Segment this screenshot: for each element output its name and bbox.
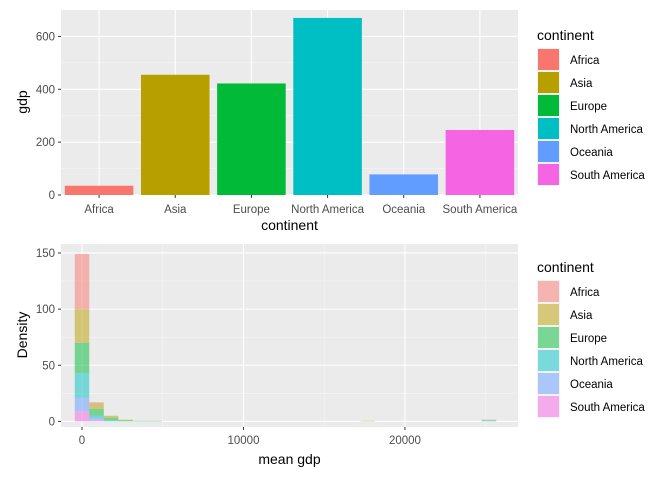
histogram-bin-south-america xyxy=(74,411,90,422)
histogram-chart-legend-swatch-north-america xyxy=(538,350,559,371)
histogram-chart-legend-label: Africa xyxy=(570,287,600,299)
histogram-bin-north-america xyxy=(89,415,104,419)
bar-chart-x-ticks: Africa Asia Europe North America Oceania Sout… xyxy=(84,195,518,216)
bar-chart-legend-label: Oceania xyxy=(570,147,613,159)
histogram-chart-legend-swatch-south-america xyxy=(538,396,559,417)
bar-chart-x-tick-label: Africa xyxy=(84,204,114,216)
histogram-bin-asia xyxy=(118,419,133,421)
histogram-chart-y-tick-label: 150 xyxy=(36,248,55,260)
bar-africa xyxy=(64,185,134,195)
histogram-bin-oceania xyxy=(74,397,90,412)
histogram-chart-legend-swatch-africa xyxy=(538,281,559,302)
histogram-bin-europe xyxy=(147,420,162,422)
histogram-chart-legend-label: South America xyxy=(570,402,645,414)
bar-chart-legend-label: North America xyxy=(570,124,643,136)
histogram-chart-legend-label: Europe xyxy=(570,333,607,345)
histogram-chart-bars xyxy=(74,254,497,422)
bar-chart-legend-swatch-south-america xyxy=(538,164,559,185)
bar-chart-legend-swatch-north-america xyxy=(538,118,559,139)
bar-oceania xyxy=(369,174,439,195)
bar-chart-x-tick-label: Europe xyxy=(233,204,270,216)
histogram-chart-y-tick-label: 50 xyxy=(42,360,55,372)
histogram-bin-north-america xyxy=(103,420,119,422)
bar-south-america xyxy=(445,129,515,195)
histogram-bin-europe xyxy=(118,420,133,422)
bar-chart-legend-swatch-europe xyxy=(538,95,559,116)
histogram-chart-y-tick-label: 0 xyxy=(49,416,55,428)
bar-chart-x-tick-label: Oceania xyxy=(382,204,425,216)
bar-chart-legend-label: Africa xyxy=(570,55,600,67)
bar-chart-legend-title: continent xyxy=(537,27,594,43)
histogram-chart-x-tick-label: 20000 xyxy=(389,435,421,447)
histogram-chart-y-tick-label: 100 xyxy=(36,304,55,316)
bar-chart-x-tick-label: Asia xyxy=(164,204,187,216)
histogram-chart-legend-title: continent xyxy=(537,259,594,275)
histogram-chart-legend: continent Africa Asia Europe North America O… xyxy=(537,259,645,418)
bar-chart: 0 200 400 600 Africa Asia Europe North America… xyxy=(14,10,645,233)
bar-north-america xyxy=(293,17,362,195)
bar-chart-legend-swatch-oceania xyxy=(538,141,559,162)
histogram-chart-x-axis-title: mean gdp xyxy=(258,451,320,467)
bar-chart-bars xyxy=(64,17,515,195)
histogram-chart-legend-label: Asia xyxy=(570,310,593,322)
bar-chart-y-tick-label: 600 xyxy=(36,31,55,43)
bar-chart-legend-swatch-africa xyxy=(538,49,559,70)
histogram-chart: 0 50 100 150 0 10000 20000 mean gdp Density c… xyxy=(14,244,645,467)
histogram-chart-legend-swatch-oceania xyxy=(538,373,559,394)
histogram-chart-legend-label: Oceania xyxy=(570,379,613,391)
bar-chart-y-tick-label: 200 xyxy=(36,137,55,149)
bar-chart-y-ticks: 0 200 400 600 xyxy=(36,31,61,202)
bar-chart-x-tick-label: North America xyxy=(291,204,364,216)
histogram-bin-asia xyxy=(89,403,104,410)
histogram-chart-legend-swatch-asia xyxy=(538,304,559,325)
histogram-bin-africa xyxy=(89,402,104,404)
bar-chart-y-tick-label: 0 xyxy=(49,190,55,202)
bar-chart-y-axis-title: gdp xyxy=(14,90,30,114)
bar-europe xyxy=(217,83,286,195)
histogram-chart-x-ticks: 0 10000 20000 xyxy=(79,427,421,447)
bar-chart-legend: continent Africa Asia Europe North America O… xyxy=(537,27,645,186)
histogram-bin-asia xyxy=(74,309,90,343)
bar-chart-legend-label: South America xyxy=(570,170,645,182)
bar-chart-legend-label: Asia xyxy=(570,78,593,90)
histogram-bin-oceania xyxy=(89,418,104,421)
bar-chart-legend-swatch-asia xyxy=(538,72,559,93)
histogram-bin-north-america xyxy=(481,420,497,422)
histogram-chart-x-tick-label: 10000 xyxy=(227,435,259,447)
histogram-chart-y-ticks: 0 50 100 150 xyxy=(36,248,61,428)
histogram-bin-asia xyxy=(481,419,497,421)
histogram-bin-europe xyxy=(89,409,104,416)
histogram-bin-europe xyxy=(74,342,90,374)
histogram-bin-north-america xyxy=(74,373,90,398)
histogram-bin-europe xyxy=(103,418,119,421)
bar-asia xyxy=(140,74,210,195)
bar-chart-x-axis-title: continent xyxy=(261,217,318,233)
histogram-bin-asia xyxy=(360,420,376,422)
bar-chart-x-tick-label: South America xyxy=(443,204,518,216)
histogram-chart-y-axis-title: Density xyxy=(14,312,30,359)
histogram-chart-legend-label: North America xyxy=(570,356,643,368)
bar-chart-panel xyxy=(61,10,518,195)
histogram-chart-legend-swatch-europe xyxy=(538,327,559,348)
bar-chart-y-tick-label: 400 xyxy=(36,84,55,96)
histogram-bin-asia xyxy=(103,415,119,419)
histogram-chart-x-tick-label: 0 xyxy=(79,435,85,447)
histogram-bin-africa xyxy=(74,254,90,310)
histogram-bin-south-america xyxy=(89,420,104,422)
histogram-bin-europe xyxy=(132,420,148,422)
histogram-chart-panel xyxy=(61,244,518,427)
bar-chart-legend-label: Europe xyxy=(570,101,607,113)
